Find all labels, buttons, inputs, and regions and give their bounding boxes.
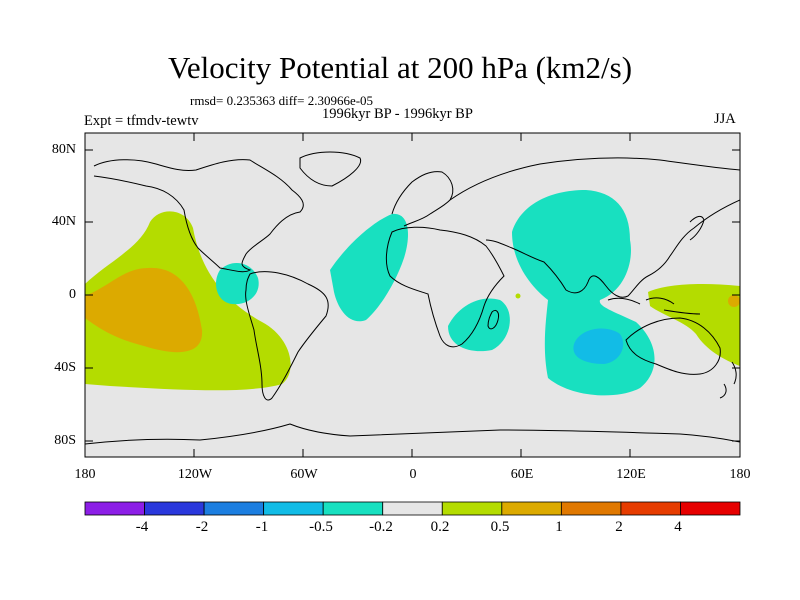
colorbar-box-4 xyxy=(322,501,384,516)
colorbar-label-4: 4 xyxy=(674,519,682,535)
lon-label-180e: 180 xyxy=(729,467,751,482)
region-tropical-atlantic-negative xyxy=(216,263,259,305)
region-southeast-africa-negative xyxy=(448,298,510,352)
colorbar-label-neg1: -1 xyxy=(255,519,269,535)
colorbar-box-6 xyxy=(441,501,503,516)
coast-madagascar xyxy=(487,309,499,330)
colorbar-box-8 xyxy=(560,501,622,516)
colorbar-label-neg0-2: -0.2 xyxy=(369,519,393,535)
colorbar-box-0 xyxy=(84,501,145,516)
region-central-pacific-core xyxy=(85,267,203,353)
colorbar-box-10 xyxy=(680,501,741,516)
lon-label-60w: 60W xyxy=(290,467,318,482)
colorbar-box-5 xyxy=(382,501,443,516)
coast-south-america xyxy=(245,271,329,401)
colorbar-box-3 xyxy=(263,501,324,516)
contour-fill xyxy=(85,151,740,445)
rmsd-stats: rmsd= 0.235363 diff= 2.30966e-05 xyxy=(190,93,374,108)
axis-ticks xyxy=(85,133,740,457)
colorbar-label-2: 2 xyxy=(615,519,623,535)
lon-label-180w: 180 xyxy=(74,467,96,482)
colorbar-label-neg0-5: -0.5 xyxy=(309,519,333,535)
lat-label-40n: 40N xyxy=(51,214,76,229)
coast-greenland xyxy=(299,151,362,187)
colorbar-label-1: 1 xyxy=(555,519,563,535)
lon-label-60e: 60E xyxy=(510,467,534,482)
lat-label-eq: 0 xyxy=(69,287,76,302)
coastlines xyxy=(85,151,740,445)
colorbar-label-neg4: -4 xyxy=(135,519,149,535)
spot-orange-east xyxy=(728,295,740,307)
lon-label-0: 0 xyxy=(409,467,417,482)
coast-australia xyxy=(625,317,721,375)
period-subtitle: 1996kyr BP - 1996kyr BP xyxy=(322,106,473,122)
spot-yellow-arabian xyxy=(515,293,521,299)
colorbar-label-0-5: 0.5 xyxy=(490,519,510,535)
lat-label-80n: 80N xyxy=(51,142,76,157)
coast-antarctica xyxy=(85,423,740,445)
region-south-indian-core xyxy=(573,328,624,364)
coast-north-america xyxy=(93,159,304,273)
coast-new-zealand xyxy=(719,361,737,399)
experiment-label: Expt = tfmdv-tewtv xyxy=(84,113,199,129)
colorbar-box-7 xyxy=(501,501,562,516)
coast-asia xyxy=(449,157,740,298)
figure-title: Velocity Potential at 200 hPa (km2/s) xyxy=(167,50,633,85)
colorbar xyxy=(84,501,741,516)
coast-europe xyxy=(391,171,454,227)
colorbar-box-1 xyxy=(144,501,205,516)
colorbar-label-neg2: -2 xyxy=(195,519,209,535)
lat-label-40s: 40S xyxy=(54,360,76,375)
coast-africa xyxy=(385,226,505,348)
region-west-pacific-positive xyxy=(648,284,740,366)
season-label: JJA xyxy=(714,111,736,127)
coast-indonesia xyxy=(607,297,701,315)
colorbar-box-9 xyxy=(620,501,681,516)
colorbar-box-2 xyxy=(203,501,265,516)
lon-label-120w: 120W xyxy=(177,467,213,482)
lat-label-80s: 80S xyxy=(54,433,76,448)
lon-label-120e: 120E xyxy=(616,467,646,482)
coast-japan xyxy=(689,215,705,241)
colorbar-label-0-2: 0.2 xyxy=(430,519,450,535)
